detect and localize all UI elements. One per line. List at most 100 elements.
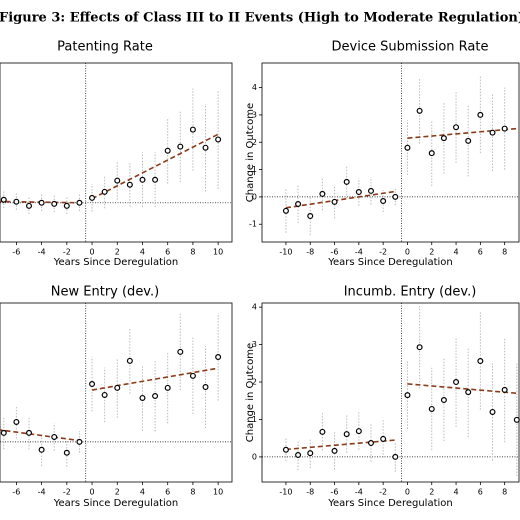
x-tick-label: -10 bbox=[279, 488, 292, 497]
panel-title: Incumb. Entry (dev.) bbox=[344, 285, 477, 300]
x-tick-label: 4 bbox=[140, 248, 145, 257]
x-tick-label: -8 bbox=[306, 488, 314, 497]
x-tick-label: -6 bbox=[331, 488, 339, 497]
point bbox=[440, 135, 447, 142]
x-axis-label: Years Since Deregulation bbox=[53, 257, 179, 268]
point bbox=[101, 188, 108, 195]
trend-line bbox=[91, 367, 219, 391]
x-tick-label: 2 bbox=[429, 248, 434, 257]
point bbox=[501, 386, 508, 393]
x-tick-label: 0 bbox=[89, 488, 94, 497]
x-tick-label: -4 bbox=[355, 248, 363, 257]
point bbox=[177, 348, 184, 355]
x-tick-label: -4 bbox=[38, 248, 46, 257]
x-tick-label: 2 bbox=[429, 488, 434, 497]
x-axis-label: Years Since Deregulation bbox=[327, 498, 453, 509]
y-tick-label: 3 bbox=[252, 110, 257, 119]
y-tick-label: -1 bbox=[249, 220, 257, 229]
x-tick-label: -6 bbox=[12, 488, 20, 497]
point bbox=[367, 187, 374, 194]
point bbox=[404, 144, 411, 151]
y-tick-label: 1 bbox=[252, 415, 257, 424]
x-tick-label: -6 bbox=[12, 248, 20, 257]
x-tick-label: 4 bbox=[454, 248, 459, 257]
point bbox=[114, 384, 121, 391]
point bbox=[126, 357, 133, 364]
point bbox=[101, 391, 108, 398]
x-tick-label: 8 bbox=[190, 488, 195, 497]
point bbox=[307, 450, 314, 457]
point bbox=[89, 381, 96, 388]
trend-line bbox=[407, 383, 517, 395]
panel-title: Patenting Rate bbox=[57, 40, 153, 55]
x-tick-label: 0 bbox=[405, 248, 410, 257]
y-axis-label: Change in Outcome bbox=[245, 343, 256, 442]
x-tick-label: -4 bbox=[38, 488, 46, 497]
point bbox=[380, 435, 387, 442]
y-tick-label: 3 bbox=[252, 340, 257, 349]
y-tick-label: 0 bbox=[252, 192, 257, 201]
point bbox=[26, 429, 33, 436]
point bbox=[343, 431, 350, 438]
x-tick-label: 6 bbox=[478, 248, 483, 257]
plot-frame bbox=[0, 302, 233, 483]
point bbox=[477, 358, 484, 365]
point bbox=[114, 177, 121, 184]
point bbox=[282, 207, 289, 214]
point bbox=[215, 354, 222, 361]
y-tick-label: 1 bbox=[252, 165, 257, 174]
point bbox=[453, 124, 460, 131]
point bbox=[202, 144, 209, 151]
trend-line bbox=[0, 429, 80, 442]
point bbox=[0, 429, 7, 436]
x-tick-label: 8 bbox=[502, 248, 507, 257]
point bbox=[489, 129, 496, 136]
y-tick-label: 2 bbox=[252, 378, 257, 387]
x-tick-label: -2 bbox=[379, 488, 387, 497]
x-tick-label: -6 bbox=[331, 248, 339, 257]
point bbox=[355, 428, 362, 435]
y-tick-label: 4 bbox=[252, 303, 257, 312]
x-tick-label: -2 bbox=[63, 488, 71, 497]
x-tick-label: 10 bbox=[213, 248, 223, 257]
point bbox=[139, 394, 146, 401]
point bbox=[416, 107, 423, 114]
x-tick-label: -4 bbox=[355, 488, 363, 497]
x-tick-label: 8 bbox=[502, 488, 507, 497]
x-tick-label: -2 bbox=[379, 248, 387, 257]
plot-frame bbox=[261, 302, 520, 483]
x-tick-label: 6 bbox=[165, 488, 170, 497]
point bbox=[126, 181, 133, 188]
point bbox=[380, 198, 387, 205]
point bbox=[26, 202, 33, 209]
point bbox=[307, 213, 314, 220]
point bbox=[331, 447, 338, 454]
point bbox=[501, 125, 508, 132]
x-axis-label: Years Since Deregulation bbox=[327, 257, 453, 268]
panel-title: Device Submission Rate bbox=[332, 40, 489, 55]
y-tick-label: 2 bbox=[252, 138, 257, 147]
point bbox=[51, 433, 58, 440]
point bbox=[416, 344, 423, 351]
y-tick-label: 0 bbox=[252, 452, 257, 461]
point bbox=[152, 393, 159, 400]
trend-line bbox=[407, 127, 517, 139]
point bbox=[13, 418, 20, 425]
point bbox=[477, 111, 484, 118]
point bbox=[139, 176, 146, 183]
point bbox=[513, 416, 520, 423]
point bbox=[295, 201, 302, 208]
point bbox=[392, 453, 399, 460]
point bbox=[440, 396, 447, 403]
point bbox=[489, 408, 496, 415]
x-tick-label: 4 bbox=[454, 488, 459, 497]
x-tick-label: 2 bbox=[115, 488, 120, 497]
x-tick-label: 0 bbox=[405, 488, 410, 497]
trend-line bbox=[0, 200, 80, 204]
point bbox=[404, 392, 411, 399]
x-axis-label: Years Since Deregulation bbox=[53, 498, 179, 509]
x-tick-label: 6 bbox=[165, 248, 170, 257]
point bbox=[164, 384, 171, 391]
x-tick-label: 0 bbox=[89, 248, 94, 257]
